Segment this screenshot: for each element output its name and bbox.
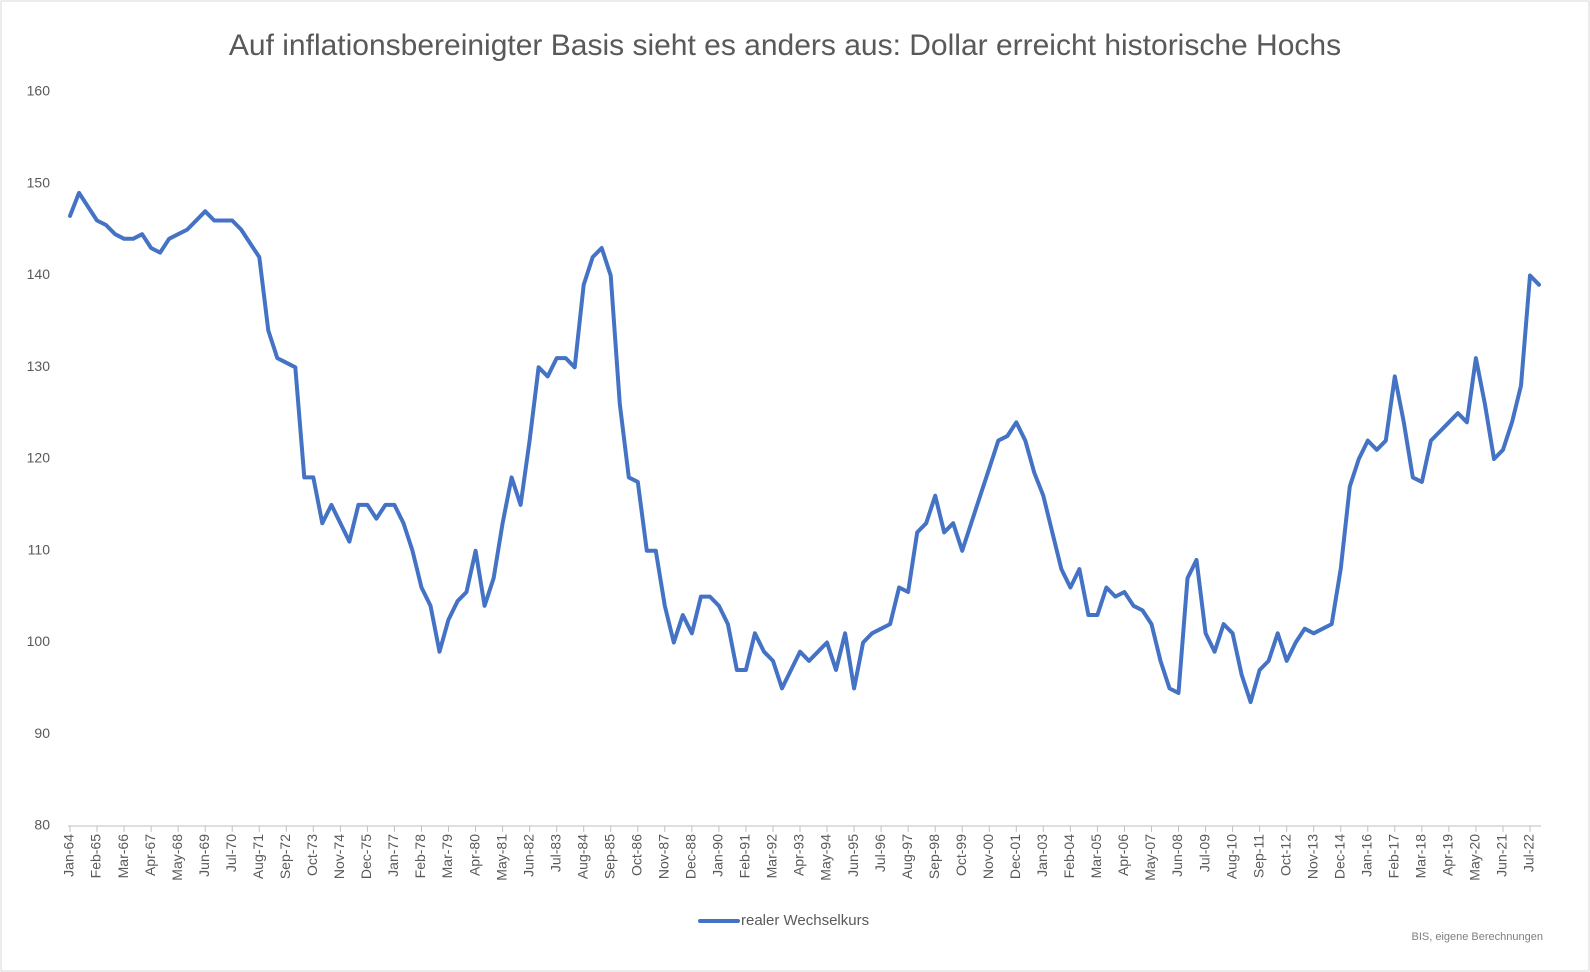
y-tick-label: 130 [27,358,51,374]
x-tick-label: Dec-01 [1007,834,1023,879]
x-tick-label: Jun-69 [196,834,212,877]
x-tick-label: Jun-95 [845,834,861,877]
x-tick-label: Mar-18 [1413,834,1429,879]
x-tick-label: Aug-10 [1223,834,1239,879]
x-tick-label: Mar-66 [115,834,131,879]
x-tick-label: Mar-79 [439,834,455,879]
x-tick-label: Oct-99 [953,834,969,876]
x-tick-label: May-94 [818,834,834,881]
y-tick-label: 160 [27,83,51,99]
x-tick-label: Nov-74 [331,834,347,879]
chart-title: Auf inflationsbereinigter Basis sieht es… [229,29,1341,62]
y-tick-label: 90 [34,725,50,741]
x-tick-label: Oct-12 [1277,834,1293,876]
x-tick-label: Jul-83 [547,834,563,872]
x-tick-label: Jul-96 [872,834,888,872]
legend-label: realer Wechselkurs [741,912,869,929]
x-tick-label: May-07 [1142,834,1158,881]
x-tick-label: Jun-21 [1494,834,1510,877]
y-tick-label: 140 [27,266,51,282]
x-tick-label: Sep-72 [277,834,293,879]
x-tick-label: Jun-82 [520,834,536,877]
x-tick-label: Apr-80 [466,834,482,876]
x-tick-label: Feb-17 [1386,834,1402,879]
x-tick-label: Nov-13 [1304,834,1320,879]
x-tick-label: May-81 [493,834,509,881]
x-tick-label: Jul-70 [223,834,239,872]
x-tick-label: Feb-04 [1061,834,1077,879]
x-tick-label: Feb-78 [412,834,428,879]
x-tick-label: Dec-14 [1331,834,1347,879]
x-tick-label: Jan-16 [1358,834,1374,877]
y-tick-label: 110 [28,541,51,557]
x-tick-label: Aug-84 [574,834,590,879]
x-tick-label: Sep-85 [601,834,617,879]
x-tick-label: Aug-97 [899,834,915,879]
x-tick-label: Nov-87 [656,834,672,879]
x-tick-label: Jul-22 [1521,834,1537,872]
x-tick-label: Jan-64 [61,834,77,877]
x-tick-label: Jan-90 [710,834,726,877]
x-tick-label: Mar-05 [1088,834,1104,879]
x-tick-label: Oct-86 [628,834,644,876]
y-tick-label: 150 [27,174,51,190]
x-tick-label: Sep-98 [926,834,942,879]
x-tick-label: Feb-65 [88,834,104,879]
x-tick-label: Sep-11 [1250,834,1266,878]
y-tick-label: 80 [34,817,50,833]
x-tick-label: Jun-08 [1169,834,1185,877]
y-tick-label: 120 [27,450,51,466]
x-tick-label: Feb-91 [737,834,753,879]
x-tick-label: Apr-19 [1440,834,1456,876]
x-tick-label: Apr-06 [1115,834,1131,876]
x-tick-label: Oct-73 [304,834,320,876]
x-tick-label: Nov-00 [980,834,996,879]
x-tick-label: Jan-77 [385,834,401,877]
line-series [68,190,1541,705]
x-tick-label: Aug-71 [250,834,266,879]
x-tick-label: Dec-88 [683,834,699,879]
x-tick-label: Jul-09 [1196,834,1212,872]
x-tick-label: May-68 [169,834,185,881]
x-tick-label: May-20 [1467,834,1483,881]
y-tick-label: 100 [27,633,51,649]
x-tick-label: Apr-67 [142,834,158,876]
x-tick-label: Apr-93 [791,834,807,876]
x-tick-label: Mar-92 [764,834,780,879]
x-tick-label: Dec-75 [358,834,374,879]
source-note: BIS, eigene Berechnungen [1412,931,1544,943]
x-tick-label: Jan-03 [1034,834,1050,877]
